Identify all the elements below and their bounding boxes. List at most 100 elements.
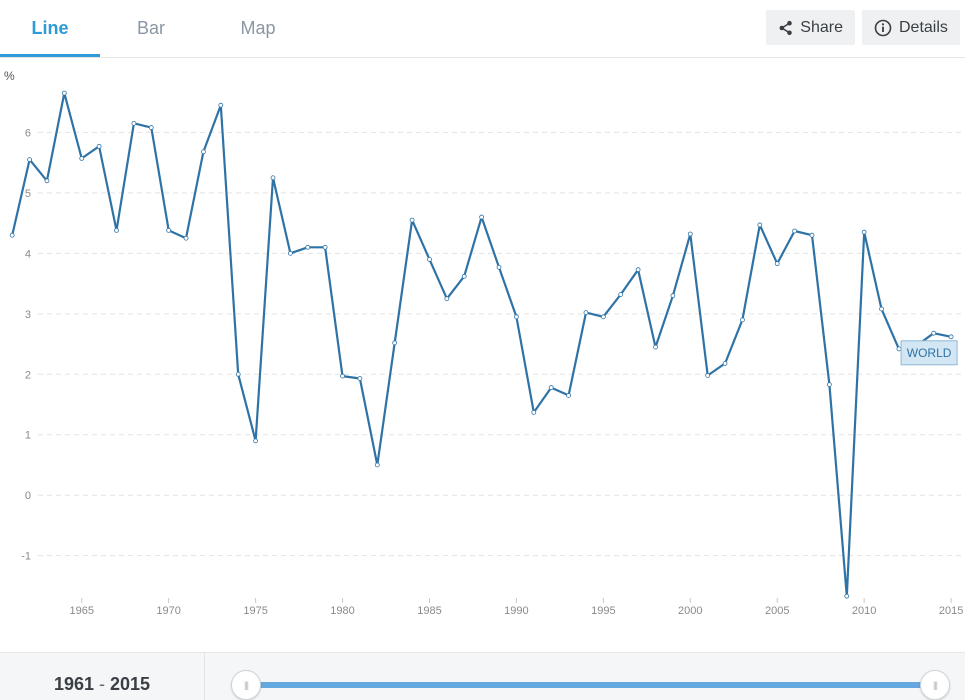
data-point <box>514 314 519 320</box>
series-label-world: WORLD <box>900 340 958 366</box>
data-point <box>809 232 815 238</box>
y-axis-unit-label: % <box>4 69 15 83</box>
data-point <box>253 438 258 444</box>
data-point <box>496 264 502 270</box>
data-point <box>896 346 902 352</box>
x-tick-label: 2015 <box>939 605 963 617</box>
series-line-world <box>11 91 952 598</box>
share-icon <box>779 20 792 35</box>
x-tick-label: 1995 <box>591 605 615 617</box>
data-point <box>9 232 15 238</box>
data-point <box>340 373 345 379</box>
data-point <box>757 222 763 228</box>
data-point <box>948 334 954 340</box>
data-point <box>583 310 589 316</box>
x-tick-label: 1970 <box>156 605 180 617</box>
data-point <box>740 317 745 323</box>
y-tick-label: 0 <box>25 490 31 502</box>
x-tick-label: 2005 <box>765 605 789 617</box>
x-tick-label: 1985 <box>417 605 441 617</box>
range-start-handle-grip: ||| <box>243 680 249 690</box>
y-tick-label: 3 <box>25 309 31 321</box>
data-point <box>322 244 328 250</box>
share-button[interactable]: Share <box>766 10 855 45</box>
x-tick-label: 2000 <box>678 605 702 617</box>
line-chart: -1 0 1 2 3 4 5 6 1965 1970 1975 1980 1985 1990 1995 20… <box>4 69 965 617</box>
range-start: 1961 <box>53 674 94 694</box>
x-tick-label: 1965 <box>69 605 93 617</box>
data-point <box>861 229 867 235</box>
data-point <box>235 371 241 377</box>
data-point <box>374 462 380 468</box>
data-point <box>96 143 102 149</box>
data-point <box>444 296 450 302</box>
y-tick-label: 1 <box>25 430 31 442</box>
data-point <box>44 178 50 184</box>
share-button-label: Share <box>800 18 843 36</box>
chart-type-tabs: Line Bar Map Share Details <box>0 0 965 58</box>
data-point <box>270 175 276 181</box>
data-point <box>687 231 693 237</box>
data-point <box>479 214 485 220</box>
data-point <box>61 90 67 96</box>
data-point <box>600 314 606 320</box>
range-start-handle[interactable]: ||| <box>231 670 261 700</box>
y-tick-label: 2 <box>25 369 31 381</box>
data-point <box>548 385 554 390</box>
data-point <box>427 256 432 262</box>
data-point <box>114 227 119 233</box>
x-tick-label: 2010 <box>852 605 876 617</box>
data-point <box>148 125 154 130</box>
data-point <box>931 330 937 336</box>
tab-map[interactable]: Map <box>208 0 308 56</box>
data-point <box>131 120 137 126</box>
range-end: 2015 <box>110 674 151 694</box>
data-point <box>826 382 832 387</box>
data-point <box>305 244 311 250</box>
x-tick-label: 1990 <box>504 605 528 617</box>
data-point <box>670 293 676 299</box>
series-world <box>9 90 954 599</box>
data-point <box>531 409 537 415</box>
data-point <box>722 360 728 366</box>
data-point <box>653 344 658 350</box>
data-point <box>844 593 850 599</box>
data-point <box>774 261 780 267</box>
tab-line-label: Line <box>31 17 69 38</box>
data-point <box>166 227 172 233</box>
info-icon <box>874 19 892 36</box>
tab-bar[interactable]: Bar <box>101 0 201 56</box>
data-point <box>201 149 206 155</box>
y-tick-label: 4 <box>25 248 31 260</box>
y-tick-label: 5 <box>25 188 31 200</box>
data-point <box>566 393 571 398</box>
range-separator: - <box>99 674 105 694</box>
data-point <box>705 373 711 378</box>
x-axis: 1965 1970 1975 1980 1985 1990 1995 2000 2005 2010… <box>69 598 963 617</box>
data-point <box>618 292 624 297</box>
data-point <box>635 267 641 273</box>
range-end-handle[interactable]: ||| <box>920 670 950 700</box>
data-point <box>287 250 293 256</box>
tab-line[interactable]: Line <box>0 0 100 57</box>
date-range-label: 1961 - 2015 <box>0 653 205 700</box>
data-point <box>792 228 798 234</box>
tab-map-label: Map <box>240 17 276 38</box>
y-tick-label: -1 <box>21 551 31 563</box>
data-point <box>357 376 363 381</box>
year-range-slider[interactable] <box>246 682 936 688</box>
data-point <box>79 156 85 161</box>
y-axis: -1 0 1 2 3 4 5 6 <box>21 127 31 562</box>
data-point <box>461 273 467 279</box>
x-tick-label: 1975 <box>243 605 267 617</box>
time-range-footer: 1961 - 2015 ||| ||| <box>0 652 965 700</box>
details-button-label: Details <box>899 18 948 36</box>
data-point <box>879 306 884 312</box>
details-button[interactable]: Details <box>862 10 960 45</box>
series-label-text: WORLD <box>907 346 952 360</box>
chart-grid <box>38 131 965 557</box>
tab-bar-label: Bar <box>136 17 165 38</box>
range-end-handle-grip: ||| <box>932 680 938 690</box>
data-point <box>27 157 32 163</box>
y-tick-label: 6 <box>25 127 31 139</box>
